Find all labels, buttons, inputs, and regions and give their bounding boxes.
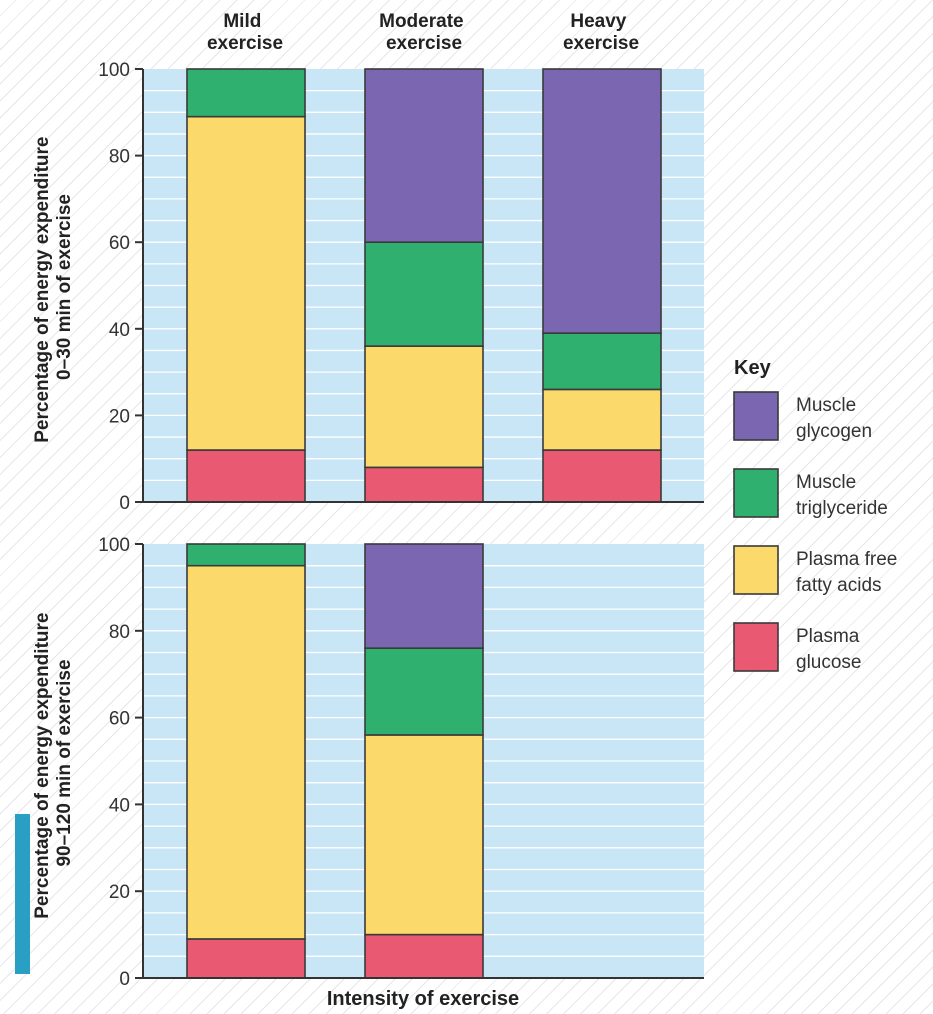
accent-bar: [15, 814, 30, 974]
bar-segment-muscle-glycogen: [542, 68, 662, 334]
y-tick-label: 80: [109, 622, 130, 643]
bar-segment-muscle-glycogen: [364, 68, 484, 243]
bar-segment-plasma-glucose: [186, 449, 306, 503]
category-header-moderate: Moderate exercise: [379, 11, 469, 54]
bar-segment-muscle-triglyceride: [364, 647, 484, 736]
y-axis-label-top: Percentage of energy expenditure 0–30 mi…: [32, 131, 75, 443]
y-tick-label: 40: [109, 795, 130, 816]
chart-panels: 0 20 40 60 80 100 0 20 40 60 80 100: [98, 60, 704, 990]
legend-item-plasma-free-fatty-acids: Plasma free fatty acids: [733, 545, 897, 596]
legend-swatch: [733, 391, 779, 441]
bar-segment-muscle-triglyceride: [186, 68, 306, 118]
bar-segment-plasma-free-fatty-acids: [542, 388, 662, 451]
legend-label: fatty acids: [796, 575, 882, 596]
bar-segment-muscle-glycogen: [364, 543, 484, 649]
bar-segment-plasma-glucose: [364, 466, 484, 503]
y-tick-label: 80: [109, 147, 130, 168]
x-axis-label: Intensity of exercise: [327, 988, 519, 1010]
category-header-mild: Mild exercise: [207, 11, 283, 54]
y-tick-label: 0: [119, 493, 130, 514]
legend-swatch: [733, 468, 779, 518]
bar-segment-plasma-free-fatty-acids: [364, 345, 484, 469]
legend-label: Plasma: [796, 626, 860, 647]
bar-segment-plasma-free-fatty-acids: [364, 734, 484, 936]
legend-title: Key: [734, 357, 772, 379]
y-axis-label-bottom: Percentage of energy expenditure 90–120 …: [32, 607, 75, 919]
legend-label: Muscle: [796, 472, 856, 493]
y-tick-label: 20: [109, 882, 130, 903]
y-tick-label: 20: [109, 406, 130, 427]
bar-segment-plasma-glucose: [542, 449, 662, 503]
legend-item-muscle-triglyceride: Muscle triglyceride: [733, 468, 888, 519]
legend-label: glucose: [796, 652, 862, 673]
bar-segment-plasma-free-fatty-acids: [186, 564, 306, 940]
bar-segment-plasma-free-fatty-acids: [186, 115, 306, 451]
legend-label: Muscle: [796, 395, 856, 416]
y-tick-label: 100: [98, 535, 130, 556]
legend-label: glycogen: [796, 421, 872, 442]
legend-label: triglyceride: [796, 498, 888, 519]
bar-segment-plasma-glucose: [186, 938, 306, 979]
bar-segment-muscle-triglyceride: [364, 241, 484, 347]
panel-top: 0 20 40 60 80 100: [98, 60, 704, 514]
legend-item-muscle-glycogen: Muscle glycogen: [733, 391, 872, 442]
legend-swatch: [733, 545, 779, 595]
category-headers: Mild exercise Moderate exercise Heavy ex…: [207, 11, 639, 54]
legend-swatch: [733, 622, 779, 672]
bar-segment-muscle-triglyceride: [186, 543, 306, 567]
category-header-heavy: Heavy exercise: [563, 11, 639, 54]
bar-segment-muscle-triglyceride: [542, 332, 662, 391]
y-tick-label: 60: [109, 709, 130, 730]
y-tick-label: 0: [119, 969, 130, 990]
bar-segment-plasma-glucose: [364, 933, 484, 979]
y-tick-label: 60: [109, 233, 130, 254]
panel-bottom: 0 20 40 60 80 100: [98, 535, 704, 990]
legend-item-plasma-glucose: Plasma glucose: [733, 622, 862, 673]
legend: Key Muscle glycogen Muscle triglyceride Plas…: [733, 357, 897, 673]
y-tick-label: 100: [98, 60, 130, 81]
y-tick-label: 40: [109, 320, 130, 341]
legend-label: Plasma free: [796, 549, 897, 570]
